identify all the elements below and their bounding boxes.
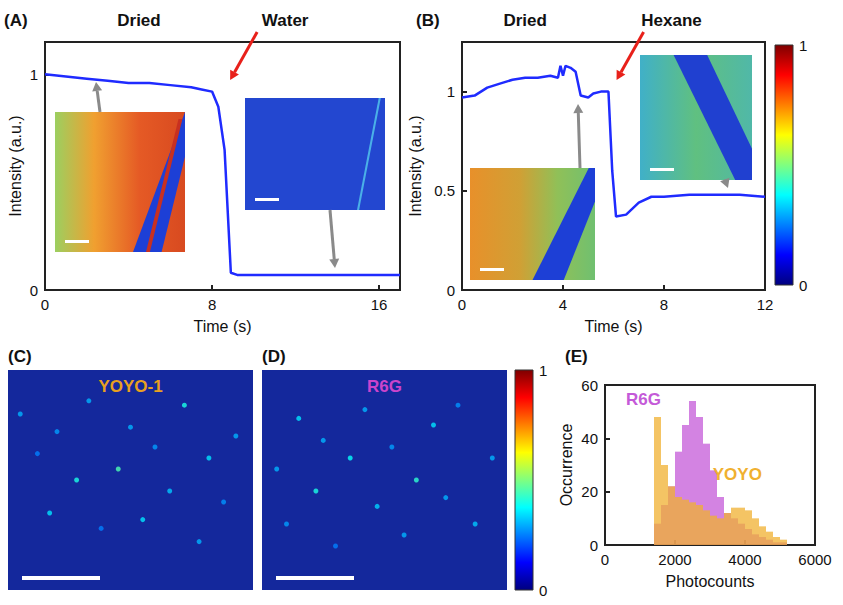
svg-text:(C): (C)	[8, 347, 32, 366]
svg-text:0: 0	[447, 282, 455, 299]
svg-text:8: 8	[660, 296, 668, 313]
svg-text:0: 0	[41, 296, 49, 313]
svg-text:2000: 2000	[658, 551, 691, 568]
svg-text:0: 0	[590, 537, 598, 554]
svg-text:YOYO-1: YOYO-1	[98, 377, 162, 396]
svg-text:(A): (A)	[4, 11, 28, 30]
svg-text:0: 0	[601, 551, 609, 568]
svg-text:0: 0	[539, 582, 547, 599]
svg-text:0: 0	[30, 282, 38, 299]
svg-text:1: 1	[30, 66, 38, 83]
svg-text:Hexane: Hexane	[641, 11, 701, 30]
svg-text:16: 16	[371, 296, 388, 313]
svg-text:8: 8	[208, 296, 216, 313]
svg-text:Intensity (a.u.): Intensity (a.u.)	[7, 115, 24, 216]
svg-text:0: 0	[799, 277, 807, 294]
svg-text:Time (s): Time (s)	[193, 318, 251, 335]
svg-text:R6G: R6G	[367, 377, 402, 396]
svg-text:Time (s): Time (s)	[584, 318, 642, 335]
svg-text:Occurrence: Occurrence	[558, 424, 575, 507]
svg-text:1: 1	[539, 362, 547, 379]
svg-text:(D): (D)	[262, 347, 286, 366]
svg-text:12: 12	[757, 296, 774, 313]
svg-text:4: 4	[559, 296, 567, 313]
svg-text:YOYO: YOYO	[713, 465, 762, 484]
svg-text:60: 60	[581, 377, 598, 394]
svg-text:6000: 6000	[798, 551, 831, 568]
svg-text:0.5: 0.5	[434, 182, 455, 199]
svg-text:Dried: Dried	[117, 11, 160, 30]
svg-text:1: 1	[447, 83, 455, 100]
svg-text:Intensity (a.u.): Intensity (a.u.)	[407, 115, 424, 216]
svg-text:4000: 4000	[728, 551, 761, 568]
svg-text:20: 20	[581, 483, 598, 500]
svg-text:40: 40	[581, 430, 598, 447]
svg-text:1: 1	[799, 37, 807, 54]
svg-text:0: 0	[458, 296, 466, 313]
svg-text:R6G: R6G	[626, 390, 661, 409]
svg-text:(B): (B)	[416, 11, 440, 30]
svg-text:Dried: Dried	[503, 11, 546, 30]
svg-text:Water: Water	[262, 11, 309, 30]
svg-text:(E): (E)	[565, 347, 588, 366]
svg-text:Photocounts: Photocounts	[666, 573, 755, 590]
